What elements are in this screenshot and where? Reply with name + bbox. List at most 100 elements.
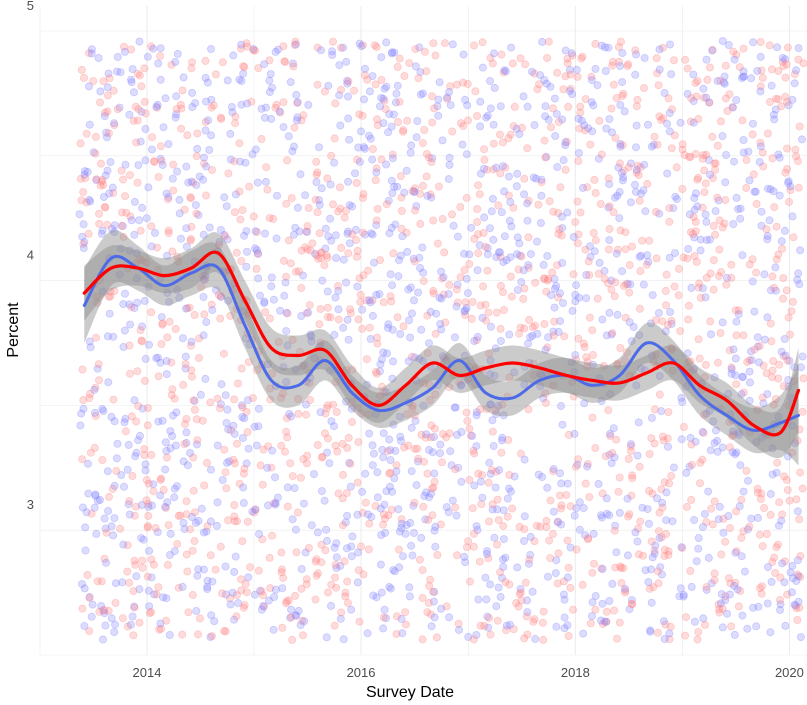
blue-point — [113, 53, 122, 62]
blue-point — [372, 221, 381, 230]
red-point — [373, 121, 382, 130]
red-point — [105, 492, 114, 501]
blue-point — [252, 246, 261, 255]
blue-point — [94, 54, 103, 63]
red-point — [181, 360, 190, 369]
blue-point — [275, 107, 284, 116]
y-tick-label: 3 — [27, 497, 34, 512]
blue-point — [569, 232, 578, 241]
blue-point — [270, 473, 279, 482]
blue-point — [454, 463, 463, 472]
red-point — [418, 181, 427, 190]
red-point — [147, 450, 156, 459]
red-point — [598, 489, 607, 498]
blue-point — [388, 281, 397, 290]
red-point — [156, 142, 165, 151]
red-point — [340, 557, 349, 566]
blue-point — [279, 363, 288, 372]
blue-point — [172, 110, 181, 119]
blue-point — [524, 261, 533, 270]
red-point — [608, 329, 617, 338]
blue-point — [410, 188, 419, 197]
red-point — [653, 567, 662, 576]
blue-point — [75, 210, 84, 219]
blue-point — [264, 596, 273, 605]
blue-point — [604, 203, 613, 212]
blue-point — [266, 70, 275, 79]
red-point — [225, 594, 234, 603]
red-point — [682, 613, 691, 622]
red-point — [783, 164, 792, 173]
blue-point — [161, 438, 170, 447]
red-point — [423, 349, 432, 358]
blue-point — [90, 385, 99, 394]
blue-point — [544, 572, 553, 581]
red-point — [159, 485, 168, 494]
blue-point — [388, 487, 397, 496]
blue-point — [693, 202, 702, 211]
red-point — [681, 631, 690, 640]
red-point — [618, 92, 627, 101]
blue-point — [357, 42, 366, 51]
red-point — [591, 605, 600, 614]
red-point — [609, 57, 618, 66]
red-point — [737, 533, 746, 542]
blue-point — [203, 576, 212, 585]
blue-point — [571, 351, 580, 360]
red-point — [481, 300, 490, 309]
red-point — [134, 105, 143, 114]
blue-point — [251, 145, 260, 154]
red-point — [691, 217, 700, 226]
red-point — [334, 489, 343, 498]
blue-point — [187, 337, 196, 346]
blue-point — [397, 524, 406, 533]
blue-point — [256, 586, 265, 595]
blue-point — [208, 305, 217, 314]
red-point — [591, 444, 600, 453]
red-point — [286, 459, 295, 468]
blue-point — [411, 416, 420, 425]
red-point — [465, 577, 474, 586]
red-point — [469, 41, 478, 50]
red-point — [714, 358, 723, 367]
red-point — [220, 445, 229, 454]
red-point — [581, 479, 590, 488]
blue-point — [594, 154, 603, 163]
blue-point — [243, 396, 252, 405]
red-point — [694, 628, 703, 637]
blue-point — [436, 449, 445, 458]
blue-point — [145, 546, 154, 555]
red-point — [153, 243, 162, 252]
blue-point — [494, 401, 503, 410]
blue-point — [557, 520, 566, 529]
blue-point — [212, 521, 221, 530]
blue-point — [100, 112, 109, 121]
blue-point — [678, 397, 687, 406]
blue-point — [641, 566, 650, 575]
red-point — [399, 322, 408, 331]
blue-point — [613, 310, 622, 319]
blue-point — [654, 308, 663, 317]
blue-point — [734, 205, 743, 214]
red-point — [586, 619, 595, 628]
red-point — [237, 256, 246, 265]
blue-point — [199, 292, 208, 301]
red-point — [685, 152, 694, 161]
red-point — [659, 114, 668, 123]
blue-point — [756, 142, 765, 151]
blue-point — [166, 427, 175, 436]
red-point — [635, 462, 644, 471]
blue-point — [201, 271, 210, 280]
blue-point — [384, 128, 393, 137]
blue-point — [419, 268, 428, 277]
blue-point — [334, 286, 343, 295]
red-point — [482, 165, 491, 174]
red-point — [86, 389, 95, 398]
blue-point — [156, 619, 165, 628]
red-point — [146, 607, 155, 616]
blue-point — [417, 325, 426, 334]
blue-point — [591, 592, 600, 601]
red-point — [311, 557, 320, 566]
blue-point — [111, 579, 120, 588]
red-point — [496, 252, 505, 261]
